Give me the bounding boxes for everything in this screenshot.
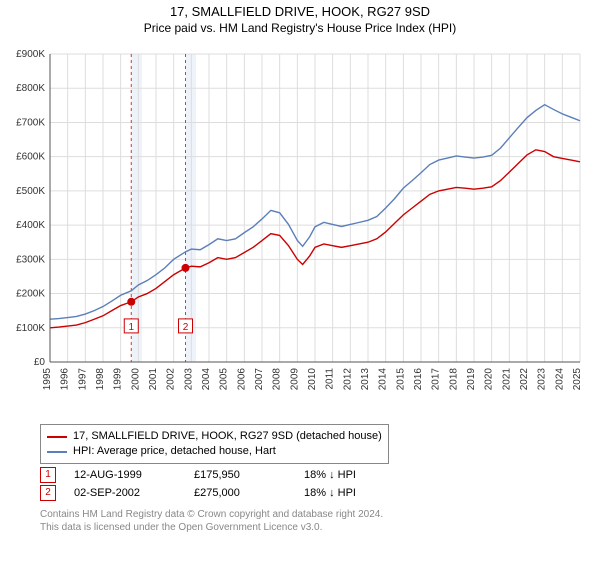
event-hpi: 18% ↓ HPI [304, 487, 394, 499]
svg-text:2001: 2001 [148, 368, 159, 391]
event-hpi: 18% ↓ HPI [304, 469, 394, 481]
event-date: 02-SEP-2002 [74, 487, 194, 499]
event-row: 1 12-AUG-1999 £175,950 18% ↓ HPI [40, 466, 394, 484]
svg-text:£800K: £800K [16, 83, 45, 94]
legend-swatch-property [47, 436, 67, 438]
svg-text:2023: 2023 [537, 368, 548, 391]
svg-text:2015: 2015 [395, 368, 406, 391]
footer-line2: This data is licensed under the Open Gov… [40, 521, 383, 534]
svg-text:2010: 2010 [307, 368, 318, 391]
event-row: 2 02-SEP-2002 £275,000 18% ↓ HPI [40, 484, 394, 502]
event-list: 1 12-AUG-1999 £175,950 18% ↓ HPI 2 02-SE… [40, 466, 394, 502]
svg-text:£900K: £900K [16, 49, 45, 60]
svg-text:2016: 2016 [413, 368, 424, 391]
svg-text:£200K: £200K [16, 289, 45, 300]
svg-text:2019: 2019 [466, 368, 477, 391]
svg-text:2022: 2022 [519, 368, 530, 391]
svg-text:2020: 2020 [484, 368, 495, 391]
svg-text:1997: 1997 [77, 368, 88, 391]
svg-text:1999: 1999 [113, 368, 124, 391]
svg-text:2007: 2007 [254, 368, 265, 391]
legend: 17, SMALLFIELD DRIVE, HOOK, RG27 9SD (de… [40, 424, 389, 464]
svg-text:£100K: £100K [16, 323, 45, 334]
svg-text:1: 1 [128, 322, 134, 333]
svg-text:2013: 2013 [360, 368, 371, 391]
event-marker-icon: 2 [40, 485, 56, 501]
svg-text:2004: 2004 [201, 368, 212, 391]
svg-text:2014: 2014 [378, 368, 389, 391]
svg-text:2024: 2024 [554, 368, 565, 391]
svg-text:£600K: £600K [16, 152, 45, 163]
title-address: 17, SMALLFIELD DRIVE, HOOK, RG27 9SD [0, 4, 600, 19]
svg-text:£400K: £400K [16, 220, 45, 231]
event-date: 12-AUG-1999 [74, 469, 194, 481]
svg-text:£300K: £300K [16, 254, 45, 265]
line-chart-svg: £0 £100K £200K £300K £400K £500K £600K £700K £80… [0, 44, 600, 414]
legend-swatch-hpi [47, 451, 67, 453]
legend-label-property: 17, SMALLFIELD DRIVE, HOOK, RG27 9SD (de… [73, 429, 382, 444]
footer-line1: Contains HM Land Registry data © Crown c… [40, 508, 383, 521]
svg-text:2017: 2017 [431, 368, 442, 391]
title-subtitle: Price paid vs. HM Land Registry's House … [0, 21, 600, 35]
svg-text:£700K: £700K [16, 117, 45, 128]
svg-text:2025: 2025 [572, 368, 583, 391]
svg-text:2021: 2021 [501, 368, 512, 391]
svg-text:2000: 2000 [130, 368, 141, 391]
svg-text:2018: 2018 [448, 368, 459, 391]
legend-row: HPI: Average price, detached house, Hart [47, 444, 382, 459]
svg-text:2003: 2003 [183, 368, 194, 391]
svg-text:1996: 1996 [60, 368, 71, 391]
svg-text:2: 2 [183, 322, 189, 333]
svg-text:2009: 2009 [289, 368, 300, 391]
svg-text:2011: 2011 [325, 368, 336, 390]
event-marker-icon: 1 [40, 467, 56, 483]
svg-text:2002: 2002 [166, 368, 177, 391]
chart-area: £0 £100K £200K £300K £400K £500K £600K £700K £80… [0, 44, 600, 414]
legend-label-hpi: HPI: Average price, detached house, Hart [73, 444, 276, 459]
svg-text:£500K: £500K [16, 186, 45, 197]
event-price: £275,000 [194, 487, 304, 499]
svg-text:1998: 1998 [95, 368, 106, 391]
svg-text:2005: 2005 [219, 368, 230, 391]
svg-text:1995: 1995 [42, 368, 53, 391]
svg-text:2006: 2006 [236, 368, 247, 391]
event-price: £175,950 [194, 469, 304, 481]
legend-row: 17, SMALLFIELD DRIVE, HOOK, RG27 9SD (de… [47, 429, 382, 444]
footer-attribution: Contains HM Land Registry data © Crown c… [40, 508, 383, 534]
svg-text:2012: 2012 [342, 368, 353, 391]
svg-text:£0: £0 [34, 357, 46, 368]
svg-text:2008: 2008 [272, 368, 283, 391]
chart-container: 17, SMALLFIELD DRIVE, HOOK, RG27 9SD Pri… [0, 4, 600, 564]
